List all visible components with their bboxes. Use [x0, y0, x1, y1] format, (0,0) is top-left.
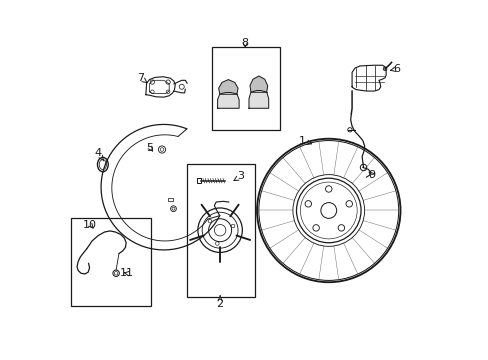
Text: 8: 8 — [241, 38, 248, 48]
Text: 7: 7 — [137, 73, 147, 83]
Polygon shape — [217, 93, 239, 108]
Bar — [196, 178, 201, 183]
Polygon shape — [218, 80, 238, 94]
Polygon shape — [248, 90, 268, 108]
Text: 5: 5 — [146, 143, 153, 153]
Polygon shape — [249, 76, 267, 92]
Bar — [187, 164, 255, 297]
Text: 9: 9 — [367, 170, 375, 180]
Text: 10: 10 — [83, 220, 97, 230]
Bar — [70, 218, 151, 306]
Text: 11: 11 — [120, 268, 134, 278]
Bar — [168, 198, 173, 201]
Text: 1: 1 — [298, 136, 311, 145]
Text: 4: 4 — [95, 148, 103, 161]
Text: 2: 2 — [216, 296, 223, 309]
Bar — [212, 47, 280, 130]
Text: 3: 3 — [233, 171, 244, 181]
Text: 6: 6 — [389, 64, 400, 74]
